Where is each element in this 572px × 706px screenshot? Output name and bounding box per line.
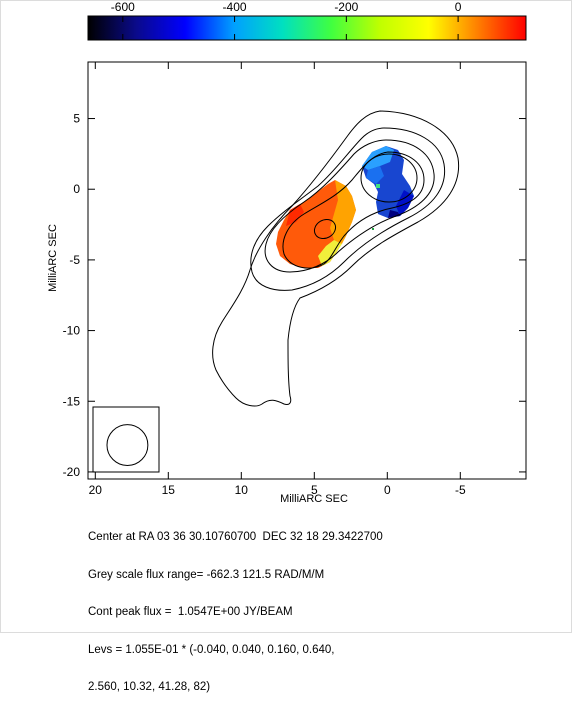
colorbar: -600 -400 -200 0 — [87, 0, 527, 41]
beam-indicator — [92, 406, 160, 473]
caption-center: Center at RA 03 36 30.10760700 DEC 32 18… — [88, 531, 383, 543]
beam-box — [92, 406, 160, 473]
caption-peak-flux: Cont peak flux = 1.0547E+00 JY/BEAM — [88, 606, 293, 618]
x-tick-label: 20 — [89, 483, 103, 497]
rm-pixel-isolated — [372, 228, 374, 230]
colorbar-gradient — [87, 15, 527, 41]
y-tick-label: 5 — [73, 112, 80, 126]
rm-patch-southern-west — [286, 204, 304, 226]
y-tick-label: -5 — [69, 253, 80, 267]
caption: Center at RA 03 36 30.10760700 DEC 32 18… — [88, 506, 383, 706]
contour-level-3 — [264, 139, 435, 273]
y-tick-label: 0 — [73, 182, 80, 196]
contour-level-4 — [282, 151, 425, 269]
contour-core-south — [313, 218, 337, 240]
rm-pixel-green — [376, 184, 380, 188]
beam-ellipse — [106, 424, 149, 467]
x-tick-label: 5 — [311, 483, 318, 497]
plot-frame — [87, 61, 527, 480]
y-tick-label: -20 — [63, 465, 81, 479]
x-tick-label: 15 — [162, 483, 176, 497]
contour-level-1 — [212, 110, 460, 407]
colorbar-tick-label: 0 — [455, 0, 462, 14]
contour-core-north — [360, 153, 418, 203]
caption-levels-1: Levs = 1.055E-01 * (-0.040, 0.040, 0.160… — [88, 643, 335, 656]
contour-level-2 — [250, 127, 446, 291]
rm-patch-northern-east — [396, 190, 414, 216]
colorbar-tick-label: -600 — [111, 0, 135, 14]
rm-patch-southern-rim — [318, 240, 342, 266]
colorbar-ticks: -600 -400 -200 0 — [111, 0, 462, 40]
colorbar-tick-label: -200 — [334, 0, 358, 14]
rm-patch-southern-east — [330, 180, 356, 244]
contour-lines — [212, 110, 460, 407]
x-tick-label: 0 — [384, 483, 391, 497]
caption-flux-range: Grey scale flux range= -662.3 121.5 RAD/… — [88, 568, 325, 581]
y-tick-label: -10 — [63, 324, 81, 338]
x-tick-label: -5 — [455, 483, 466, 497]
colorbar-tick-label: -400 — [223, 0, 247, 14]
y-tick-label: -15 — [63, 394, 81, 408]
rm-region-southern — [276, 180, 356, 268]
rm-map-figure: -600 -400 -200 0 — [47, 0, 527, 505]
rm-patch-northern-mid — [366, 166, 384, 184]
x-axis-ticks: 20 15 10 5 0 -5 — [89, 62, 466, 497]
x-axis-title: MilliARC SEC — [280, 493, 348, 505]
caption-levels-2: 2.560, 10.32, 41.28, 82) — [88, 681, 211, 693]
y-axis-title: MilliARC SEC — [47, 224, 59, 292]
y-axis-ticks: 5 0 -5 -10 -15 -20 — [63, 112, 526, 479]
x-tick-label: 10 — [235, 483, 249, 497]
